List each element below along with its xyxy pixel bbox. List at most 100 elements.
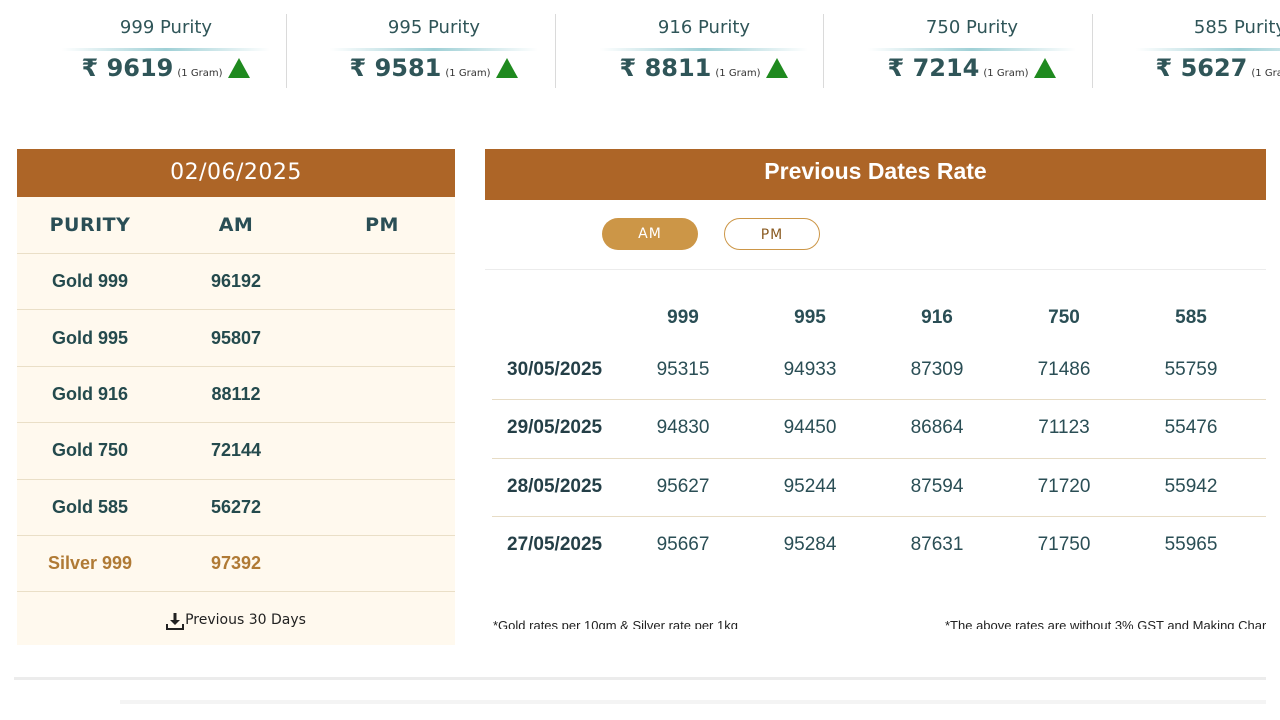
ticker-card-916: 916 Purity ₹ 8811 (1 Gram) [570, 14, 838, 88]
rate-cell: 95284 [783, 533, 837, 555]
rate-cell: 71720 [1037, 475, 1091, 497]
ticker-underline [868, 48, 1076, 51]
column-header-purity: PURITY [49, 214, 131, 236]
ticker-label: 995 Purity [387, 17, 481, 38]
rate-cell: 71750 [1037, 533, 1091, 555]
ticker-price: ₹ 5627 [1155, 54, 1248, 82]
rate-cell: 94450 [783, 417, 837, 439]
rate-cell: 87631 [910, 533, 964, 555]
today-rate-table: 02/06/2025 PURITY AM PM Gold 999 96192 G… [17, 149, 455, 645]
rate-cell: 94830 [656, 417, 710, 439]
ticker-underline [1136, 48, 1280, 51]
ticker-unit: (1 Gram) [177, 68, 223, 79]
column-header-pm: PM [365, 214, 399, 236]
previous-dates-panel: Previous Dates Rate AM PM 999 995 916 75… [485, 149, 1266, 629]
ticker-price: ₹ 8811 [619, 54, 712, 82]
table-row: 30/05/2025 95315 94933 87309 71486 55759 [492, 342, 1266, 401]
column-header-am: AM [218, 214, 254, 236]
am-rate-cell: 72144 [210, 440, 262, 461]
purity-cell: Gold 916 [51, 383, 129, 404]
rate-cell: 95667 [656, 533, 710, 555]
column-header-999: 999 [667, 307, 699, 328]
column-header-995: 995 [794, 307, 826, 328]
ticker-card-999: 999 Purity ₹ 9619 (1 Gram) [32, 14, 300, 88]
table-row: Gold 995 95807 [17, 310, 455, 367]
table-row: Gold 585 56272 [17, 480, 455, 536]
table-row: Silver 999 97392 [17, 536, 455, 593]
ticker-price: ₹ 9619 [81, 54, 174, 82]
up-arrow-icon [766, 58, 789, 78]
table-row: Gold 916 88112 [17, 367, 455, 424]
previous-dates-title: Previous Dates Rate [485, 149, 1266, 200]
ticker-price-row: ₹ 7214 (1 Gram) [838, 54, 1106, 82]
ticker-card-750: 750 Purity ₹ 7214 (1 Gram) [838, 14, 1106, 88]
am-rate-cell: 88112 [211, 383, 261, 404]
date-cell: 30/05/2025 [507, 359, 603, 380]
ticker-underline [330, 48, 538, 51]
pm-toggle-button[interactable]: PM [724, 218, 820, 250]
date-cell: 28/05/2025 [507, 475, 603, 497]
download-icon [166, 612, 185, 631]
column-header-750: 750 [1048, 307, 1080, 328]
rate-cell: 95244 [783, 475, 837, 497]
note-unit: *Gold rates per 10gm & Silver rate per 1… [493, 618, 738, 629]
ticker-divider [1092, 14, 1093, 88]
up-arrow-icon [1034, 58, 1057, 78]
today-column-headers: PURITY AM PM [17, 197, 455, 254]
rate-cell: 95315 [656, 359, 710, 380]
ticker-price-row: ₹ 8811 (1 Gram) [570, 54, 838, 82]
ticker-divider [823, 14, 824, 88]
rate-cell: 94933 [783, 359, 837, 380]
section-divider [14, 677, 1266, 680]
ticker-price: ₹ 9581 [349, 54, 442, 82]
ticker-label: 750 Purity [925, 17, 1019, 38]
rate-cell: 55476 [1164, 417, 1218, 439]
table-row: 28/05/2025 95627 95244 87594 71720 55942 [492, 459, 1266, 517]
ticker-label: 999 Purity [119, 17, 213, 38]
column-header-585: 585 [1175, 307, 1207, 328]
rate-cell: 95627 [656, 475, 710, 497]
ticker-label: 585 Purity [1193, 17, 1280, 38]
table-row: Gold 750 72144 [17, 423, 455, 480]
today-date-header: 02/06/2025 [17, 149, 455, 197]
up-arrow-icon [228, 58, 251, 78]
am-toggle-button[interactable]: AM [602, 218, 698, 250]
ticker-underline [600, 48, 808, 51]
purity-cell: Gold 585 [51, 496, 129, 517]
am-pm-toggle: AM PM [485, 200, 1266, 270]
ticker-label: 916 Purity [657, 17, 751, 38]
date-cell: 27/05/2025 [507, 533, 603, 555]
purity-cell: Gold 750 [51, 440, 129, 461]
rate-notes: *Gold rates per 10gm & Silver rate per 1… [493, 618, 1266, 629]
rate-cell: 87594 [910, 475, 964, 497]
up-arrow-icon [496, 58, 519, 78]
column-header-916: 916 [921, 307, 953, 328]
rate-cell: 71123 [1038, 417, 1090, 439]
ticker-card-995: 995 Purity ₹ 9581 (1 Gram) [300, 14, 568, 88]
rate-cell: 55965 [1164, 533, 1218, 555]
ticker-unit: (1 Gram) [715, 68, 761, 79]
purity-cell: Silver 999 [47, 553, 133, 574]
am-rate-cell: 95807 [210, 327, 262, 348]
note-gst: *The above rates are without 3% GST and … [945, 618, 1266, 629]
ticker-price: ₹ 7214 [887, 54, 980, 82]
ticker-underline [62, 48, 270, 51]
footer-shadow [120, 700, 1266, 704]
am-rate-cell: 97392 [210, 553, 262, 574]
ticker-unit: (1 Gram) [445, 68, 491, 79]
purity-cell: Gold 995 [51, 327, 129, 348]
purity-ticker: 999 Purity ₹ 9619 (1 Gram) 995 Purity ₹ 9… [0, 0, 1280, 92]
previous-rates-table: 999 995 916 750 585 30/05/2025 95315 949… [492, 270, 1266, 574]
previous-30-days-label: Previous 30 Days [185, 612, 306, 629]
rate-cell: 86864 [910, 417, 964, 439]
ticker-price-row: ₹ 9619 (1 Gram) [32, 54, 300, 82]
ticker-divider [286, 14, 287, 88]
am-rate-cell: 96192 [210, 271, 262, 292]
rate-cell: 55942 [1164, 475, 1218, 497]
rate-cell: 71486 [1037, 359, 1091, 380]
ticker-price-row: ₹ 9581 (1 Gram) [300, 54, 568, 82]
ticker-unit: (1 Gram) [1251, 68, 1280, 79]
ticker-price-row: ₹ 5627(1 Gram) [1106, 54, 1280, 82]
previous-30-days-link[interactable]: Previous 30 Days [17, 592, 455, 648]
previous-rates-header: 999 995 916 750 585 [492, 270, 1266, 342]
